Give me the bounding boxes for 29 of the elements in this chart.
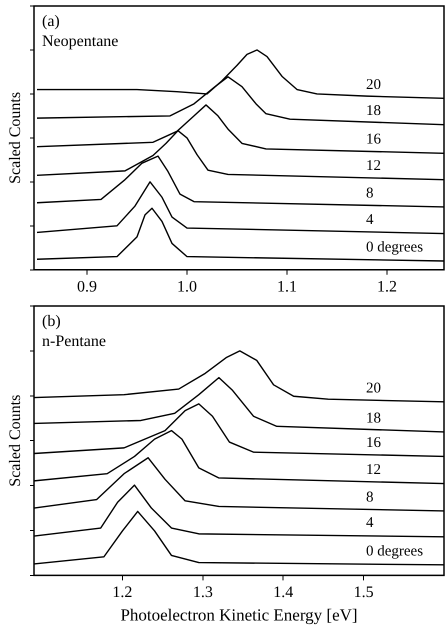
- series-label: 20: [366, 380, 381, 396]
- y-axis-title: Scaled Counts: [7, 92, 24, 184]
- series-label: 0 degrees: [366, 543, 424, 560]
- series-label: 4: [366, 515, 374, 532]
- series-label: 8: [366, 489, 374, 506]
- series-label: 20: [366, 76, 381, 93]
- x-tick-label: 1.2: [377, 278, 397, 296]
- series-label: 12: [366, 462, 381, 478]
- series-label: 12: [366, 158, 381, 174]
- x-tick-label: 0.9: [77, 278, 97, 296]
- chart-subtitle: Neopentane: [42, 33, 118, 50]
- y-axis-title: Scaled Counts: [7, 394, 24, 487]
- x-tick-label: 1.3: [192, 584, 213, 602]
- x-tick-label: 1.1: [277, 278, 297, 296]
- series-label: 18: [366, 103, 381, 120]
- chart-title: (b): [42, 313, 61, 330]
- x-tick-label: 1.5: [354, 584, 374, 602]
- series-label: 18: [366, 410, 381, 426]
- series-label: 16: [366, 132, 382, 148]
- series-label: 16: [366, 434, 382, 451]
- series-label: 4: [366, 212, 374, 228]
- x-tick-label: 1.4: [273, 584, 294, 602]
- series-label: 0 degrees: [366, 239, 424, 256]
- x-tick-label: 1.0: [177, 278, 197, 296]
- x-axis-title: Photoelectron Kinetic Energy [eV]: [120, 605, 358, 624]
- series-label: 8: [366, 185, 374, 202]
- chart-subtitle: n-Pentane: [42, 333, 106, 350]
- x-tick-label: 1.2: [112, 584, 132, 602]
- chart-title: (a): [42, 13, 60, 30]
